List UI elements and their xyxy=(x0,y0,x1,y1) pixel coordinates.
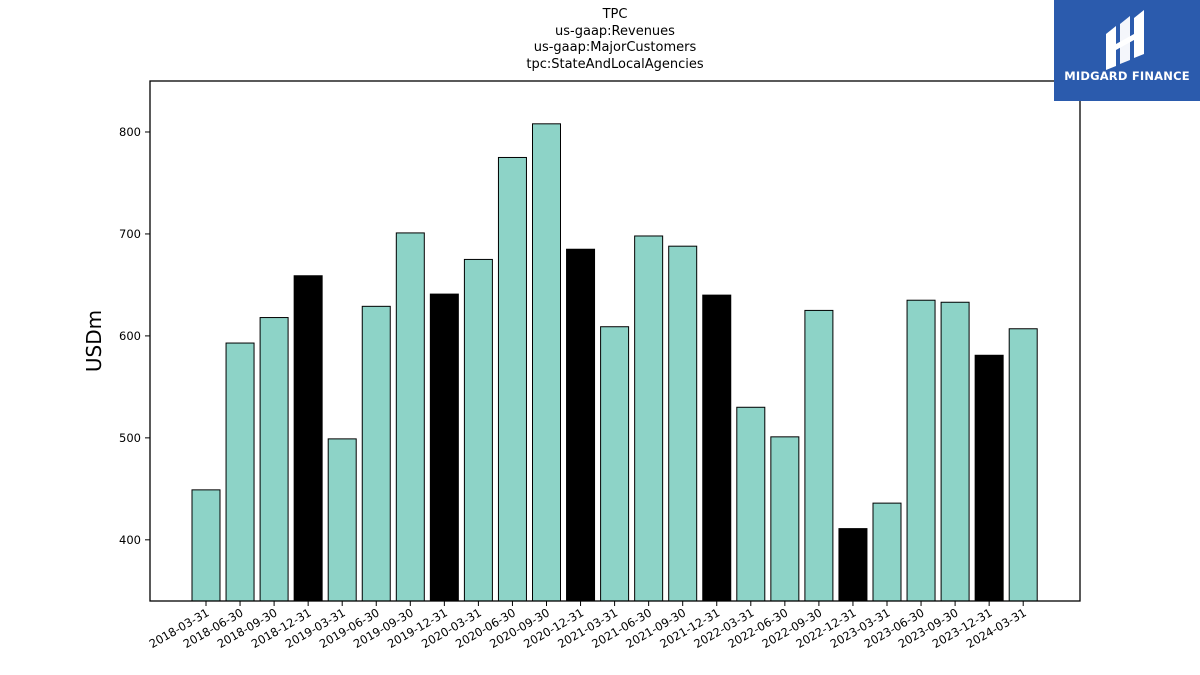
bar-2021-09-30 xyxy=(668,245,698,602)
bar-2020-12-31 xyxy=(566,248,596,602)
bar-2022-03-31 xyxy=(736,406,766,602)
logo-mark-icon xyxy=(1106,10,1144,70)
bar-2021-06-30 xyxy=(634,235,664,602)
y-tick-label-600: 600 xyxy=(119,329,141,343)
bar-2021-03-31 xyxy=(600,326,630,602)
bar-2019-03-31 xyxy=(327,438,357,602)
bar-2022-09-30 xyxy=(804,309,834,602)
x-axis: 2018-03-312018-06-302018-09-302018-12-31… xyxy=(147,601,1029,651)
y-axis: 400 500 600 700 800 xyxy=(119,125,150,547)
y-axis-label: USDm xyxy=(82,310,106,372)
bar-2020-09-30 xyxy=(532,123,561,602)
bar-2018-09-30 xyxy=(259,317,289,602)
bar-2021-12-31 xyxy=(702,294,732,602)
y-tick-label-700: 700 xyxy=(119,227,141,241)
bar-2018-12-31 xyxy=(293,275,323,602)
title-line-4: tpc:StateAndLocalAgencies xyxy=(526,56,704,72)
bar-2019-09-30 xyxy=(395,232,425,602)
bar-2020-06-30 xyxy=(497,156,527,602)
bar-2022-12-31 xyxy=(838,528,868,602)
bar-2022-06-30 xyxy=(770,436,800,602)
bars-group xyxy=(191,123,1038,602)
title-line-1: TPC xyxy=(602,7,628,22)
bar-2023-06-30 xyxy=(906,299,936,602)
midgard-finance-logo: MIDGARD FINANCE xyxy=(1054,0,1200,101)
bar-2023-03-31 xyxy=(872,502,902,602)
title-line-3: us-gaap:MajorCustomers xyxy=(533,40,697,55)
y-tick-label-400: 400 xyxy=(119,533,141,547)
bar-2019-12-31 xyxy=(429,293,459,602)
bar-2023-09-30 xyxy=(940,301,970,602)
bar-2018-06-30 xyxy=(225,342,255,602)
y-tick-label-800: 800 xyxy=(119,125,141,139)
bar-2018-03-31 xyxy=(191,489,221,602)
bar-2020-03-31 xyxy=(463,258,493,602)
bar-2019-06-30 xyxy=(361,305,391,602)
chart-title: TPC us-gaap:Revenues us-gaap:MajorCustom… xyxy=(150,7,1080,73)
bar-2024-03-31 xyxy=(1008,328,1038,602)
title-line-2: us-gaap:Revenues xyxy=(555,23,675,39)
bar-2023-12-31 xyxy=(974,354,1004,602)
plot-frame xyxy=(149,80,1081,602)
logo-text: MIDGARD FINANCE xyxy=(1064,69,1190,83)
y-tick-label-500: 500 xyxy=(119,431,141,445)
